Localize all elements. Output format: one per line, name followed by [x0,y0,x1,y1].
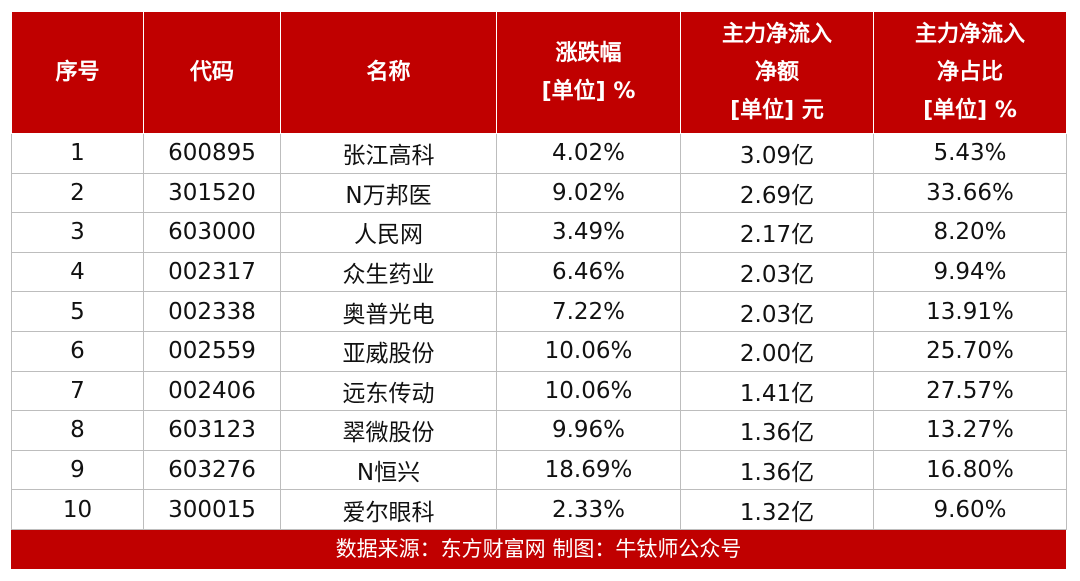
cell-change: 18.69% [496,449,681,491]
cell-change: 7.22% [496,291,681,332]
cell-index: 7 [11,370,144,412]
table-body: 1 600895 张江高科 4.02% 3.09亿 5.43% 2 301520 N万邦医 9.0… [11,133,1067,530]
cell-change: 9.96% [496,410,681,451]
cell-name: 翠微股份 [280,410,497,451]
fund-flow-table: 序号 代码 名称 涨跌幅 [单位] % 主力净流入 净额 [单位] 元主力净流入 净占比 [单位]… [11,11,1067,530]
table-row: 7 002406 远东传动 10.06% 1.41亿 27.57% [11,370,1067,412]
source-footer: 数据来源：东方财富网 制图：牛钛师公众号 [11,529,1066,569]
cell-netflow: 2.03亿 [680,291,874,332]
table-row: 9 603276 N恒兴 18.69% 1.36亿 16.80% [11,449,1067,491]
cell-netratio: 13.91% [873,291,1067,332]
cell-change: 3.49% [496,212,681,253]
cell-name: 远东传动 [280,370,497,412]
cell-index: 6 [11,330,144,372]
cell-netratio: 9.94% [873,251,1067,293]
table-row: 4 002317 众生药业 6.46% 2.03亿 9.94% [11,251,1067,293]
header-line: 涨跌幅 [555,40,622,66]
cell-index: 10 [11,489,144,530]
cell-change: 9.02% [496,172,681,214]
cell-netflow: 1.32亿 [680,489,874,530]
cell-netflow: 2.00亿 [680,330,874,372]
header-line: 主力净流入 [914,21,1025,47]
cell-netflow: 3.09亿 [680,133,874,174]
header-change: 涨跌幅 [单位] % [496,11,681,134]
cell-code: 603276 [143,449,281,491]
cell-netratio: 5.43% [873,133,1067,174]
header-netratio: 主力净流入净占比 [单位] % [873,11,1067,134]
cell-netflow: 2.69亿 [680,172,874,214]
cell-change: 4.02% [496,133,681,174]
cell-code: 603123 [143,410,281,451]
cell-netflow: 2.17亿 [680,212,874,253]
cell-name: 众生药业 [280,251,497,293]
cell-change: 10.06% [496,330,681,372]
cell-code: 600895 [143,133,281,174]
cell-netflow: 2.03亿 [680,251,874,293]
cell-code: 002406 [143,370,281,412]
cell-netflow: 1.36亿 [680,449,874,491]
cell-netratio: 13.27% [873,410,1067,451]
cell-index: 9 [11,449,144,491]
cell-name: 奥普光电 [280,291,497,332]
table-row: 8 603123 翠微股份 9.96% 1.36亿 13.27% [11,410,1067,451]
cell-netratio: 33.66% [873,172,1067,214]
table-row: 3 603000 人民网 3.49% 2.17亿 8.20% [11,212,1067,253]
cell-index: 4 [11,251,144,293]
cell-netratio: 27.57% [873,370,1067,412]
cell-name: 人民网 [280,212,497,253]
fund-flow-table-container: 序号 代码 名称 涨跌幅 [单位] % 主力净流入 净额 [单位] 元主力净流入 净占比 [单位]… [11,11,1067,569]
cell-netratio: 9.60% [873,489,1067,530]
cell-code: 300015 [143,489,281,530]
cell-index: 1 [11,133,144,174]
header-line: 序号 [55,59,100,85]
cell-name: N万邦医 [280,172,497,214]
header-line: 主力净流入 [721,21,832,47]
header-row: 序号 代码 名称 涨跌幅 [单位] % 主力净流入 净额 [单位] 元主力净流入 净占比 [单位]… [11,11,1067,134]
cell-name: N恒兴 [280,449,497,491]
cell-netratio: 16.80% [873,449,1067,491]
header-line: [单位] % [923,97,1017,123]
header-name: 名称 [280,11,497,134]
cell-netratio: 25.70% [873,330,1067,372]
cell-index: 5 [11,291,144,332]
cell-index: 8 [11,410,144,451]
cell-name: 爱尔眼科 [280,489,497,530]
header-line: [单位] 元 [730,97,824,123]
table-row: 2 301520 N万邦医 9.02% 2.69亿 33.66% [11,172,1067,214]
header-line: 名称 [366,59,411,85]
header-code: 代码 [143,11,281,134]
table-header: 序号 代码 名称 涨跌幅 [单位] % 主力净流入 净额 [单位] 元主力净流入 净占比 [单位]… [11,11,1067,134]
cell-netflow: 1.41亿 [680,370,874,412]
header-line: 净额 [754,59,799,85]
cell-code: 002338 [143,291,281,332]
cell-name: 亚威股份 [280,330,497,372]
header-index: 序号 [11,11,144,134]
header-line: 净占比 [936,59,1003,85]
cell-code: 301520 [143,172,281,214]
table-row: 6 002559 亚威股份 10.06% 2.00亿 25.70% [11,330,1067,372]
cell-index: 2 [11,172,144,214]
cell-code: 603000 [143,212,281,253]
cell-code: 002559 [143,330,281,372]
cell-name: 张江高科 [280,133,497,174]
header-line: [单位] % [541,78,636,104]
cell-netratio: 8.20% [873,212,1067,253]
table-row: 1 600895 张江高科 4.02% 3.09亿 5.43% [11,133,1067,174]
cell-change: 6.46% [496,251,681,293]
cell-netflow: 1.36亿 [680,410,874,451]
cell-code: 002317 [143,251,281,293]
header-line: 代码 [189,59,234,85]
table-row: 5 002338 奥普光电 7.22% 2.03亿 13.91% [11,291,1067,332]
cell-change: 10.06% [496,370,681,412]
header-netflow: 主力净流入净额 [单位] 元 [680,11,874,134]
cell-change: 2.33% [496,489,681,530]
cell-index: 3 [11,212,144,253]
table-row: 10 300015 爱尔眼科 2.33% 1.32亿 9.60% [11,489,1067,530]
